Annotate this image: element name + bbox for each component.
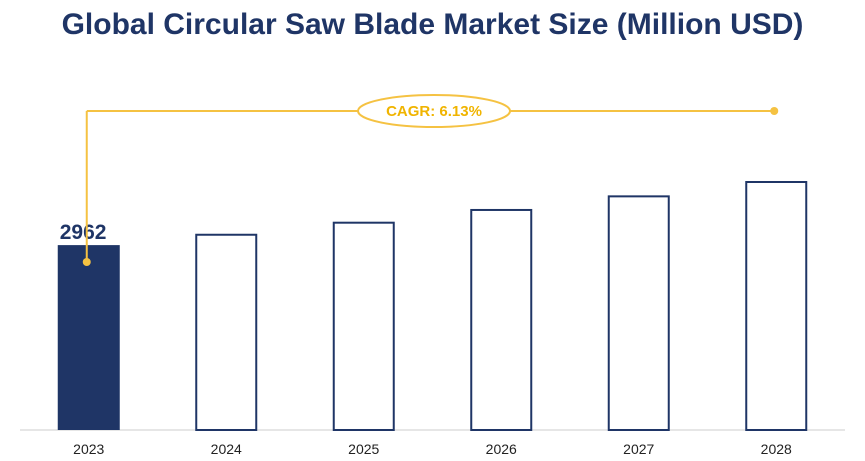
labels-layer: 2023 2962 2024 2025 2026 2027 2028 (60, 221, 792, 457)
cagr-badge (357, 94, 511, 128)
bars-layer (20, 181, 845, 431)
x-tick-label: 2028 (761, 441, 792, 457)
bar-2023 (57, 245, 120, 430)
value-label-2023: 2962 (60, 221, 107, 244)
chart-title: Global Circular Saw Blade Market Size (M… (61, 8, 804, 41)
x-tick-label: 2023 (73, 441, 104, 457)
cagr-label: CAGR: 6.13% (386, 103, 482, 120)
bar-2024 (195, 233, 258, 431)
bar-2026 (470, 208, 533, 431)
bar-2025 (332, 221, 395, 431)
x-tick-label: 2024 (211, 441, 242, 457)
cagr-end-dot (770, 107, 779, 115)
x-tick-label: 2026 (486, 441, 517, 457)
bar-2028 (745, 181, 808, 431)
cagr-annotation: CAGR: 6.13% (82, 94, 779, 266)
x-tick-label: 2027 (623, 441, 654, 457)
bar-2027 (607, 195, 670, 431)
cagr-start-dot (82, 258, 91, 266)
x-tick-label: 2025 (348, 441, 379, 457)
